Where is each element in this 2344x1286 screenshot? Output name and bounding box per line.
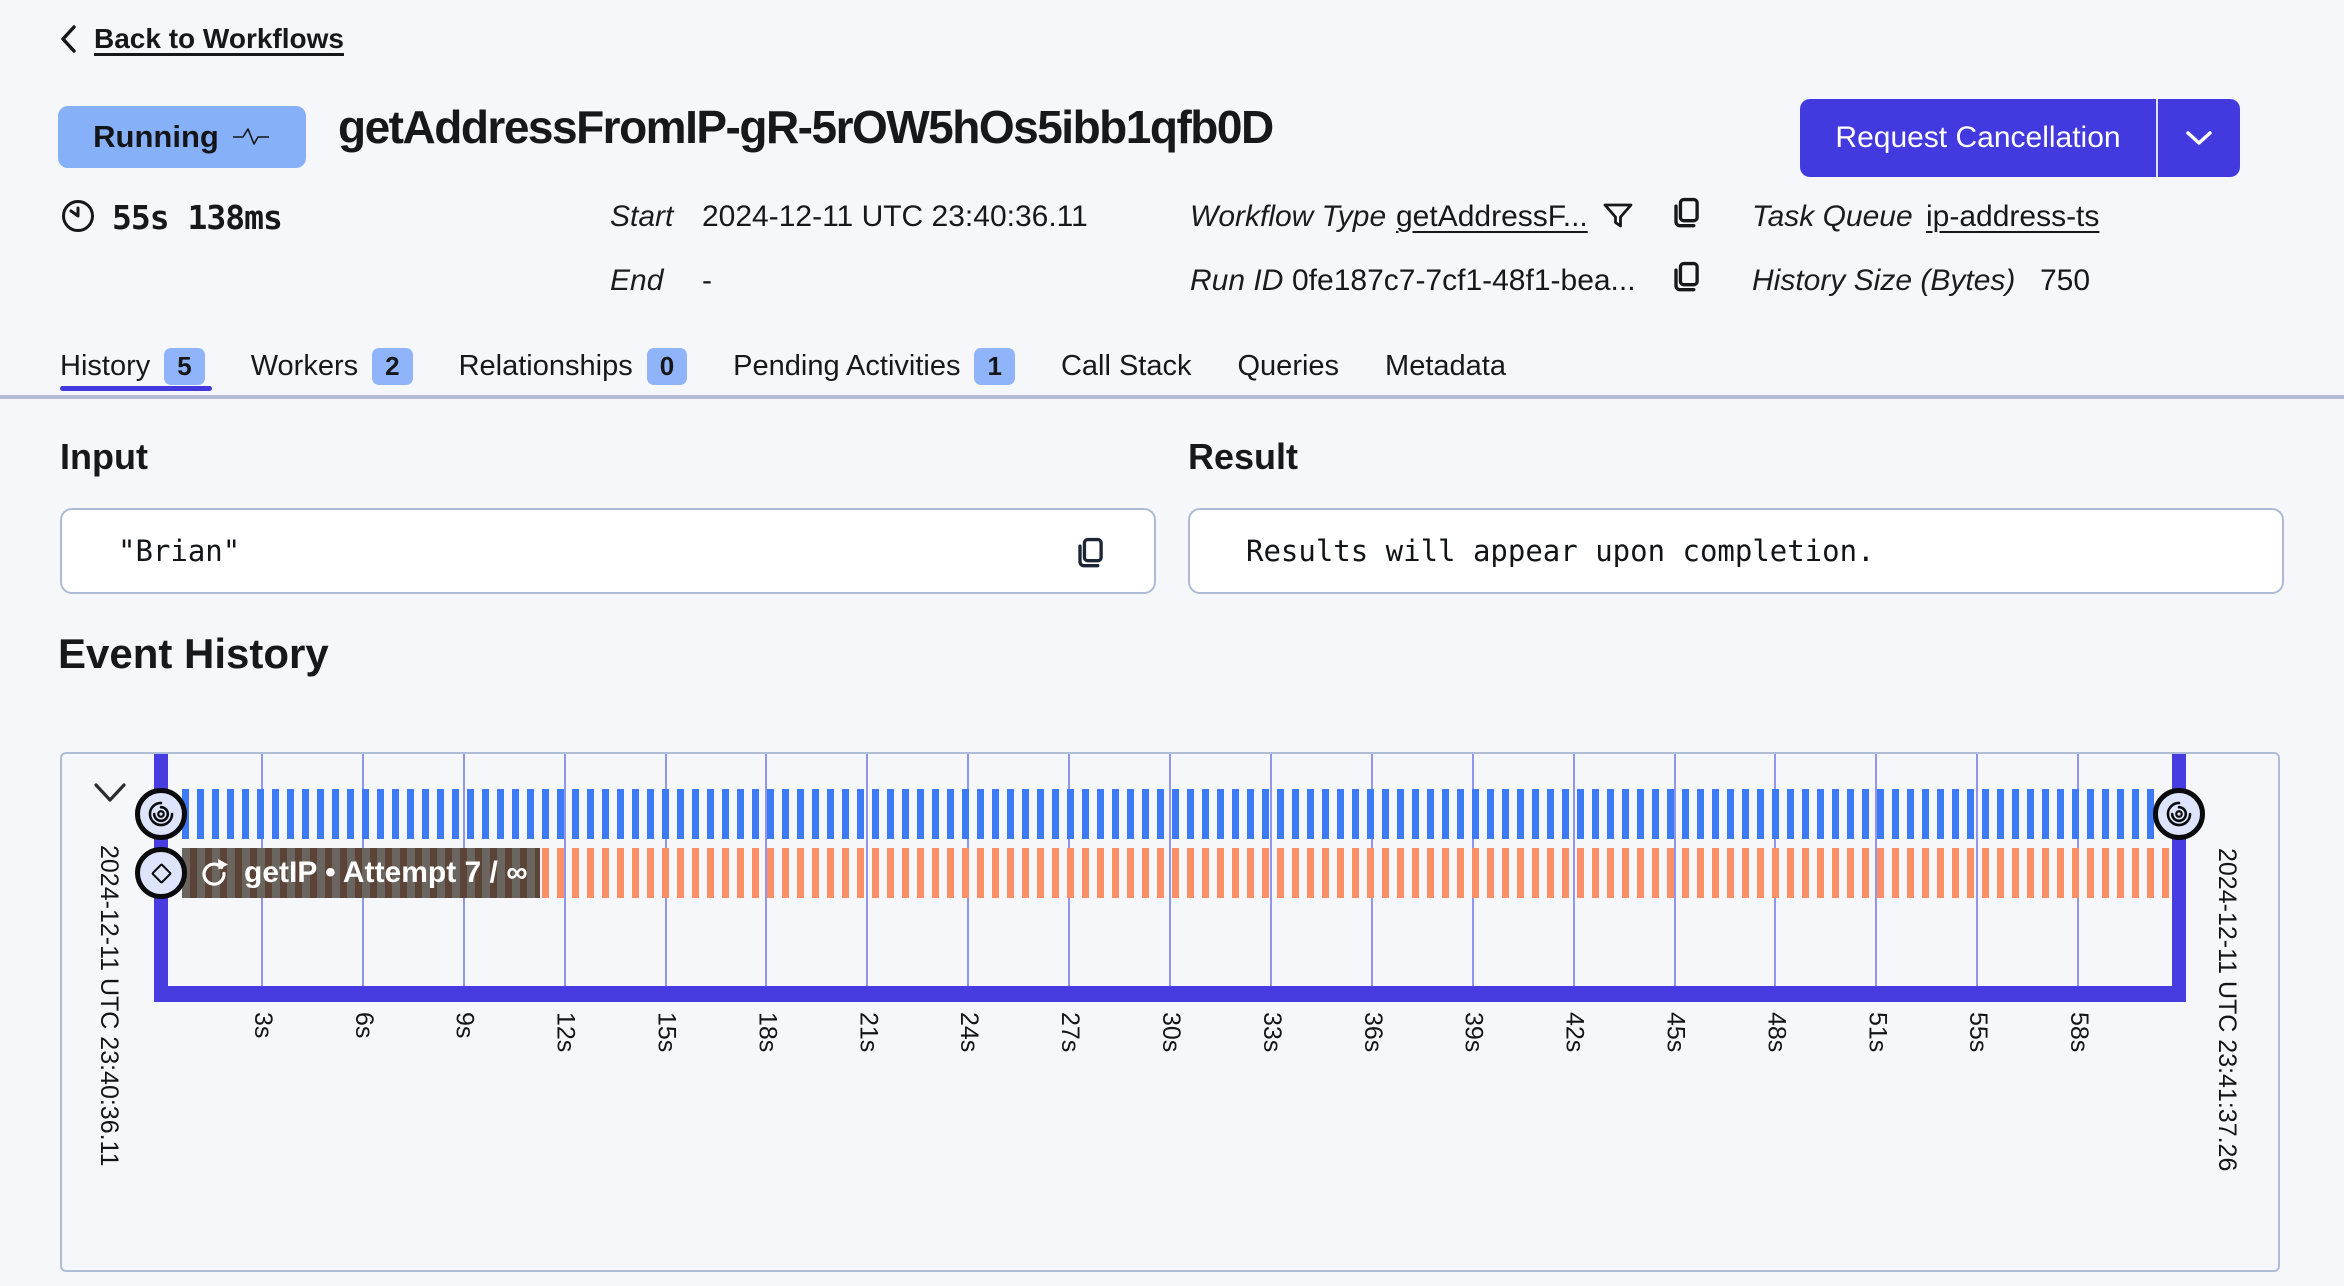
copy-icon[interactable] [1666, 194, 1706, 234]
timeline-tick-label: 48s [1762, 1012, 1791, 1053]
tab-metadata[interactable]: Metadata [1385, 350, 1506, 383]
diamond-icon [150, 862, 172, 884]
spiral-icon [2166, 801, 2192, 827]
copy-icon[interactable] [1666, 258, 1706, 298]
tab-label: Workers [250, 349, 359, 382]
request-cancellation-label[interactable]: Request Cancellation [1835, 121, 2121, 154]
tab-label: Relationships [458, 349, 633, 382]
timeline-tick-label: 9s [450, 1012, 479, 1039]
timeline-tick-label: 45s [1661, 1012, 1690, 1053]
input-value: "Brian" [118, 534, 241, 568]
event-history-timeline [60, 752, 2280, 1272]
timeline-tick-label: 36s [1358, 1012, 1387, 1053]
spiral-icon [148, 801, 174, 827]
timeline-tick-label: 15s [652, 1012, 681, 1053]
timeline-tick-label: 30s [1157, 1012, 1185, 1053]
tab-label: Pending Activities [733, 349, 961, 382]
history-size-label: History Size (Bytes) [1752, 264, 2016, 297]
timeline-collapse-chevron-icon[interactable] [90, 780, 130, 806]
timeline-tick-label: 21s [854, 1012, 883, 1053]
timeline-end-time: 2024-12-11 UTC 23:41:37.26 [2213, 848, 2241, 1172]
task-queue-label: Task Queue [1752, 200, 1913, 233]
input-section-title: Input [60, 436, 148, 477]
task-queue-link[interactable]: ip-address-ts [1926, 200, 2100, 233]
tab-label: Queries [1237, 349, 1340, 382]
tab-call-stack[interactable]: Call Stack [1061, 350, 1192, 383]
run-id-label: Run ID [1190, 264, 1284, 297]
activity-attempt-label: getIP • Attempt 7 / ∞ [244, 856, 528, 889]
tab-count-badge: 0 [646, 347, 688, 385]
timeline-tick-label: 58s [2065, 1012, 2094, 1053]
copy-icon[interactable] [1070, 534, 1110, 574]
filter-icon[interactable] [1600, 198, 1636, 234]
timeline-bottom-bracket [154, 986, 2186, 1002]
workflow-end-marker[interactable] [2153, 788, 2205, 840]
chevron-down-icon [2186, 131, 2212, 145]
end-value: - [702, 264, 712, 297]
button-divider [2156, 99, 2158, 177]
end-label: End [610, 264, 664, 297]
result-section-title: Result [1188, 436, 1299, 477]
status-badge: Running [58, 106, 306, 168]
timeline-tick-label: 24s [955, 1012, 984, 1053]
heartbeat-icon [232, 128, 269, 145]
timeline-tick-label: 51s [1863, 1012, 1892, 1053]
workflow-execution-bar[interactable] [182, 789, 2160, 839]
tab-history[interactable]: History 5 [60, 347, 205, 385]
timeline-tick-label: 27s [1056, 1012, 1085, 1053]
result-box: Results will appear upon completion. [1188, 508, 2284, 594]
timeline-start-time: 2024-12-11 UTC 23:40:36.11 [95, 845, 123, 1167]
cancellation-menu-toggle[interactable] [2158, 99, 2240, 177]
timeline-tick-label: 33s [1257, 1012, 1286, 1053]
activity-marker[interactable] [135, 847, 187, 899]
tab-relationships[interactable]: Relationships 0 [458, 347, 688, 385]
input-box: "Brian" [60, 508, 1156, 594]
timeline-tick-label: 42s [1560, 1012, 1589, 1053]
history-size-value: 750 [2040, 264, 2091, 297]
run-id-value: 0fe187c7-7cf1-48f1-bea... [1292, 264, 1636, 297]
tab-count-badge: 1 [974, 347, 1015, 385]
back-row: Back to Workflows [58, 22, 344, 56]
tab-count-badge: 2 [372, 347, 413, 385]
tab-workers[interactable]: Workers 2 [250, 347, 413, 385]
tab-queries[interactable]: Queries [1238, 350, 1340, 383]
page-title: getAddressFromIP-gR-5rOW5hOs5ibb1qfb0D [338, 101, 1274, 153]
tab-label: Metadata [1385, 349, 1506, 382]
start-value: 2024-12-11 UTC 23:40:36.11 [702, 200, 1088, 233]
request-cancellation-button[interactable]: Request Cancellation [1800, 99, 2240, 177]
status-label: Running [93, 119, 219, 154]
workflow-type-link[interactable]: getAddressF... [1396, 200, 1588, 233]
retry-icon [202, 859, 228, 886]
timeline-tick-label: 55s [1964, 1012, 1993, 1053]
activity-attempt-pill[interactable]: getIP • Attempt 7 / ∞ [182, 848, 540, 898]
tabs-divider [0, 395, 2344, 399]
tab-count-badge: 5 [164, 347, 205, 385]
tab-pending-activities[interactable]: Pending Activities 1 [733, 347, 1015, 385]
timeline-tick-label: 39s [1459, 1012, 1488, 1053]
tab-label: History [60, 349, 151, 382]
workflow-start-marker[interactable] [135, 788, 187, 840]
duration-value: 55s 138ms [112, 198, 283, 237]
timeline-tick-label: 3s [248, 1012, 277, 1039]
active-tab-underline [60, 386, 212, 391]
timeline-tick-label: 18s [753, 1012, 782, 1053]
event-history-title: Event History [58, 630, 329, 677]
clock-icon [62, 200, 94, 232]
tab-label: Call Stack [1060, 349, 1192, 382]
timeline-tick-label: 12s [551, 1012, 580, 1053]
tab-bar: History 5 Workers 2 Relationships 0 Pend… [60, 342, 1506, 390]
back-to-workflows-link[interactable]: Back to Workflows [94, 23, 344, 54]
workflow-type-label: Workflow Type [1190, 200, 1387, 233]
result-value: Results will appear upon completion. [1246, 534, 1875, 568]
chevron-left-icon[interactable] [58, 22, 80, 56]
timeline-tick-label: 6s [349, 1012, 378, 1039]
start-label: Start [610, 200, 674, 233]
